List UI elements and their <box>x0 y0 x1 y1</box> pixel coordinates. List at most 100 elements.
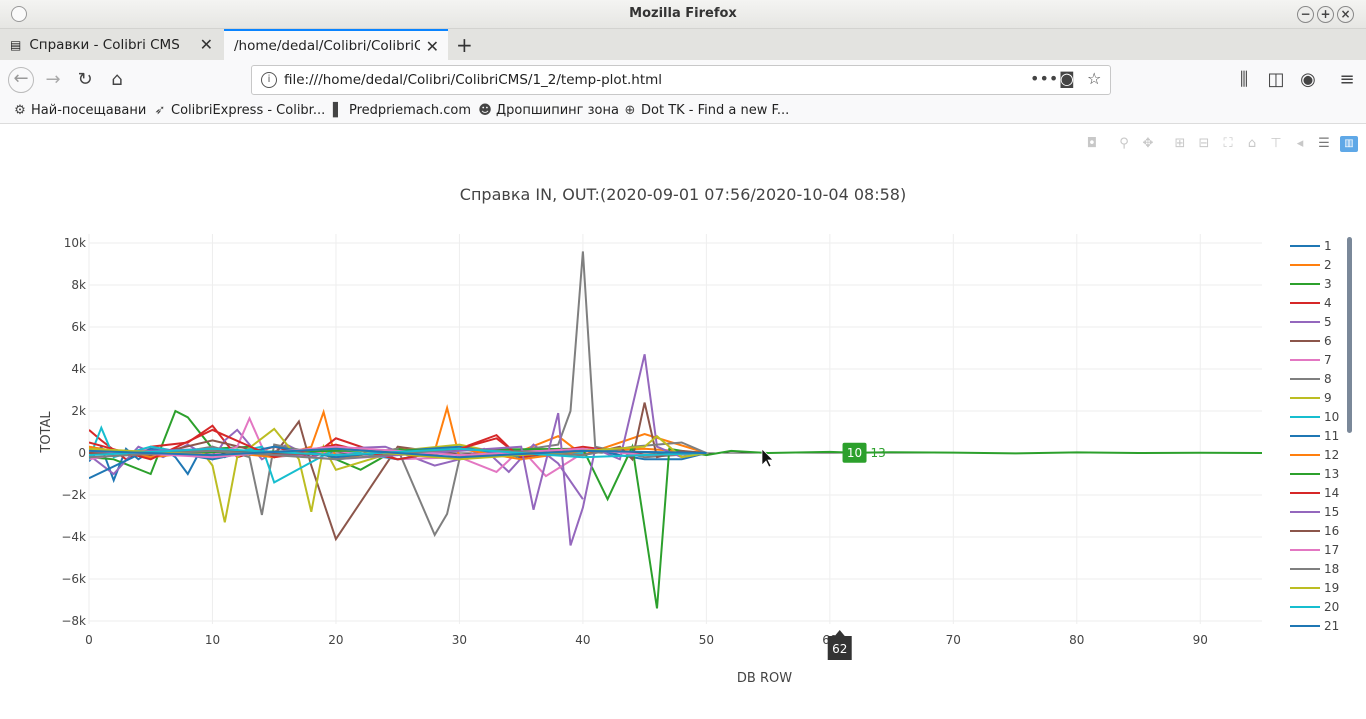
spike-lines-icon[interactable]: ⊤ <box>1270 136 1282 151</box>
reload-icon[interactable]: ↻ <box>77 69 93 90</box>
y-tick-label: −4k <box>61 530 86 544</box>
bookmark-label: Dot TK - Find a new F... <box>641 103 790 118</box>
x-tick-label: 0 <box>85 633 93 647</box>
url-text[interactable]: file:///home/dedal/Colibri/ColibriCMS/1_… <box>284 72 663 88</box>
legend-entry: 15 <box>1324 505 1339 519</box>
hover-closest-icon[interactable]: ◂ <box>1296 136 1304 151</box>
legend-entry: 13 <box>1324 467 1339 481</box>
zoom-in-icon[interactable]: ⊞ <box>1174 136 1186 151</box>
bars-icon: ▌ <box>333 103 343 118</box>
legend-entry: 5 <box>1324 315 1332 329</box>
bird-icon: ➶ <box>154 103 166 118</box>
series-line-8 <box>89 251 707 538</box>
bookmark-label: ColibriExpress - Colibr... <box>171 103 326 118</box>
zoom-icon[interactable]: ⚲ <box>1119 136 1129 151</box>
legend-scrollbar[interactable] <box>1347 237 1352 433</box>
window-title: Mozilla Firefox <box>629 6 737 21</box>
reset-axes-icon[interactable]: ⌂ <box>1247 136 1257 151</box>
hover-series-label: 13 <box>871 446 886 460</box>
bookmark-label: Predpriemach.com <box>349 103 472 118</box>
navigation-bar: ← → ↻ ⌂ i file:///home/dedal/Colibri/Col… <box>0 60 1366 100</box>
new-tab-icon[interactable]: + <box>456 33 473 57</box>
legend-entry: 3 <box>1324 277 1332 291</box>
y-tick-label: −8k <box>61 614 86 628</box>
legend-entry: 4 <box>1324 296 1332 310</box>
x-tick-label: 20 <box>328 633 343 647</box>
y-tick-label: 2k <box>71 404 86 418</box>
bookmark-dot-tk[interactable]: ⊕ Dot TK - Find a new F... <box>622 103 790 118</box>
info-icon[interactable]: i <box>261 72 277 88</box>
y-tick-label: 6k <box>71 320 86 334</box>
account-icon[interactable]: ◉ <box>1300 69 1316 90</box>
x-tick-label: 40 <box>575 633 590 647</box>
x-axis-title: DB ROW <box>737 671 792 686</box>
legend-entry: 20 <box>1324 600 1339 614</box>
bookmark-colibriexpress[interactable]: ➶ ColibriExpress - Colibr... <box>152 103 326 118</box>
y-tick-label: 4k <box>71 362 86 376</box>
tab-label: /home/dedal/Colibri/ColibriCMS <box>234 37 420 54</box>
globe-icon: ⊕ <box>624 103 636 118</box>
autoscale-icon[interactable]: ⛶ <box>1223 136 1233 151</box>
legend-entry: 19 <box>1324 581 1339 595</box>
tab-strip: ▤ Справки - Colibri CMS ✕ /home/dedal/Co… <box>0 29 1366 60</box>
back-arrow-icon[interactable]: ← <box>8 67 34 93</box>
bookmark-star-icon[interactable]: ☆ <box>1087 69 1102 88</box>
hamburger-menu-icon[interactable]: ≡ <box>1339 69 1355 90</box>
url-bar[interactable]: i file:///home/dedal/Colibri/ColibriCMS/… <box>251 65 1111 95</box>
y-tick-label: −2k <box>61 488 86 502</box>
x-tick-label: 70 <box>946 633 961 647</box>
legend-entry: 10 <box>1324 410 1339 424</box>
camera-icon[interactable]: ◘ <box>1086 136 1098 151</box>
tab-page-icon: ▤ <box>10 37 22 52</box>
legend-entry: 16 <box>1324 524 1339 538</box>
library-icon[interactable]: ⫼ <box>1239 69 1249 90</box>
hover-x-label: 62 <box>832 642 847 656</box>
sidebar-icon[interactable]: ◫ <box>1267 69 1285 90</box>
gear-icon: ⚙ <box>14 103 26 118</box>
hover-compare-icon[interactable]: ☰ <box>1318 136 1330 151</box>
legend-entry: 9 <box>1324 391 1332 405</box>
chart-title: Справка IN, OUT:(2020-09-01 07:56/2020-1… <box>459 185 907 204</box>
legend-entry: 7 <box>1324 353 1332 367</box>
x-tick-label: 30 <box>452 633 467 647</box>
zoom-out-icon[interactable]: ⊟ <box>1198 136 1210 151</box>
tab-label: Справки - Colibri CMS <box>29 36 180 53</box>
maximize-icon[interactable]: + <box>1317 6 1334 23</box>
plot-page: ◘ ⚲ ✥ ⊞ ⊟ ⛶ ⌂ ⊤ ◂ ☰ ▥ Справка IN, OUT:(2… <box>0 124 1366 719</box>
legend-entry: 14 <box>1324 486 1339 500</box>
bookmark-predpriemach[interactable]: ▌ Predpriemach.com <box>330 103 471 118</box>
mouse-cursor-icon <box>761 448 774 468</box>
minimize-icon[interactable]: − <box>1297 6 1314 23</box>
forward-arrow-icon[interactable]: → <box>45 69 61 90</box>
plot-modebar: ◘ ⚲ ✥ ⊞ ⊟ ⛶ ⌂ ⊤ ◂ ☰ ▥ <box>1080 136 1358 152</box>
legend-entry: 21 <box>1324 619 1339 633</box>
home-icon[interactable]: ⌂ <box>111 69 123 90</box>
bookmark-label: Дропшипинг зона <box>496 103 619 118</box>
close-tab-icon[interactable]: ✕ <box>199 35 213 54</box>
y-tick-label: −6k <box>61 572 86 586</box>
bookmark-most-visited[interactable]: ⚙ Най-посещавани <box>12 103 146 118</box>
hover-x-pointer <box>834 630 845 636</box>
close-window-icon[interactable]: × <box>1337 6 1354 23</box>
bookmark-dropshipping[interactable]: ☻ Дропшипинг зона <box>477 103 619 118</box>
close-tab-icon[interactable]: ✕ <box>425 37 439 56</box>
pocket-icon[interactable]: ◙ <box>1059 69 1075 88</box>
tab-temp-plot[interactable]: /home/dedal/Colibri/ColibriCMS ✕ <box>224 29 448 60</box>
legend-entry: 8 <box>1324 372 1332 386</box>
series-line-20 <box>89 447 707 459</box>
y-axis-title: TOTAL <box>39 411 54 454</box>
legend-entry: 2 <box>1324 258 1332 272</box>
legend-entry: 1 <box>1324 239 1332 253</box>
legend-entry: 11 <box>1324 429 1339 443</box>
window-menu-button[interactable] <box>11 6 27 22</box>
x-tick-label: 10 <box>205 633 220 647</box>
page-actions-icon[interactable]: ••• <box>1030 69 1059 88</box>
tab-colibri-cms[interactable]: ▤ Справки - Colibri CMS ✕ <box>0 29 222 60</box>
bookmark-label: Най-посещавани <box>31 103 147 118</box>
line-chart[interactable]: 010203040506070809010k8k6k4k2k0−2k−4k−6k… <box>0 124 1366 719</box>
y-tick-label: 0 <box>78 446 86 460</box>
plotly-logo-icon[interactable]: ▥ <box>1340 136 1358 152</box>
pan-icon[interactable]: ✥ <box>1142 136 1154 151</box>
hover-value-label: 10 <box>847 446 862 460</box>
x-tick-label: 50 <box>699 633 714 647</box>
